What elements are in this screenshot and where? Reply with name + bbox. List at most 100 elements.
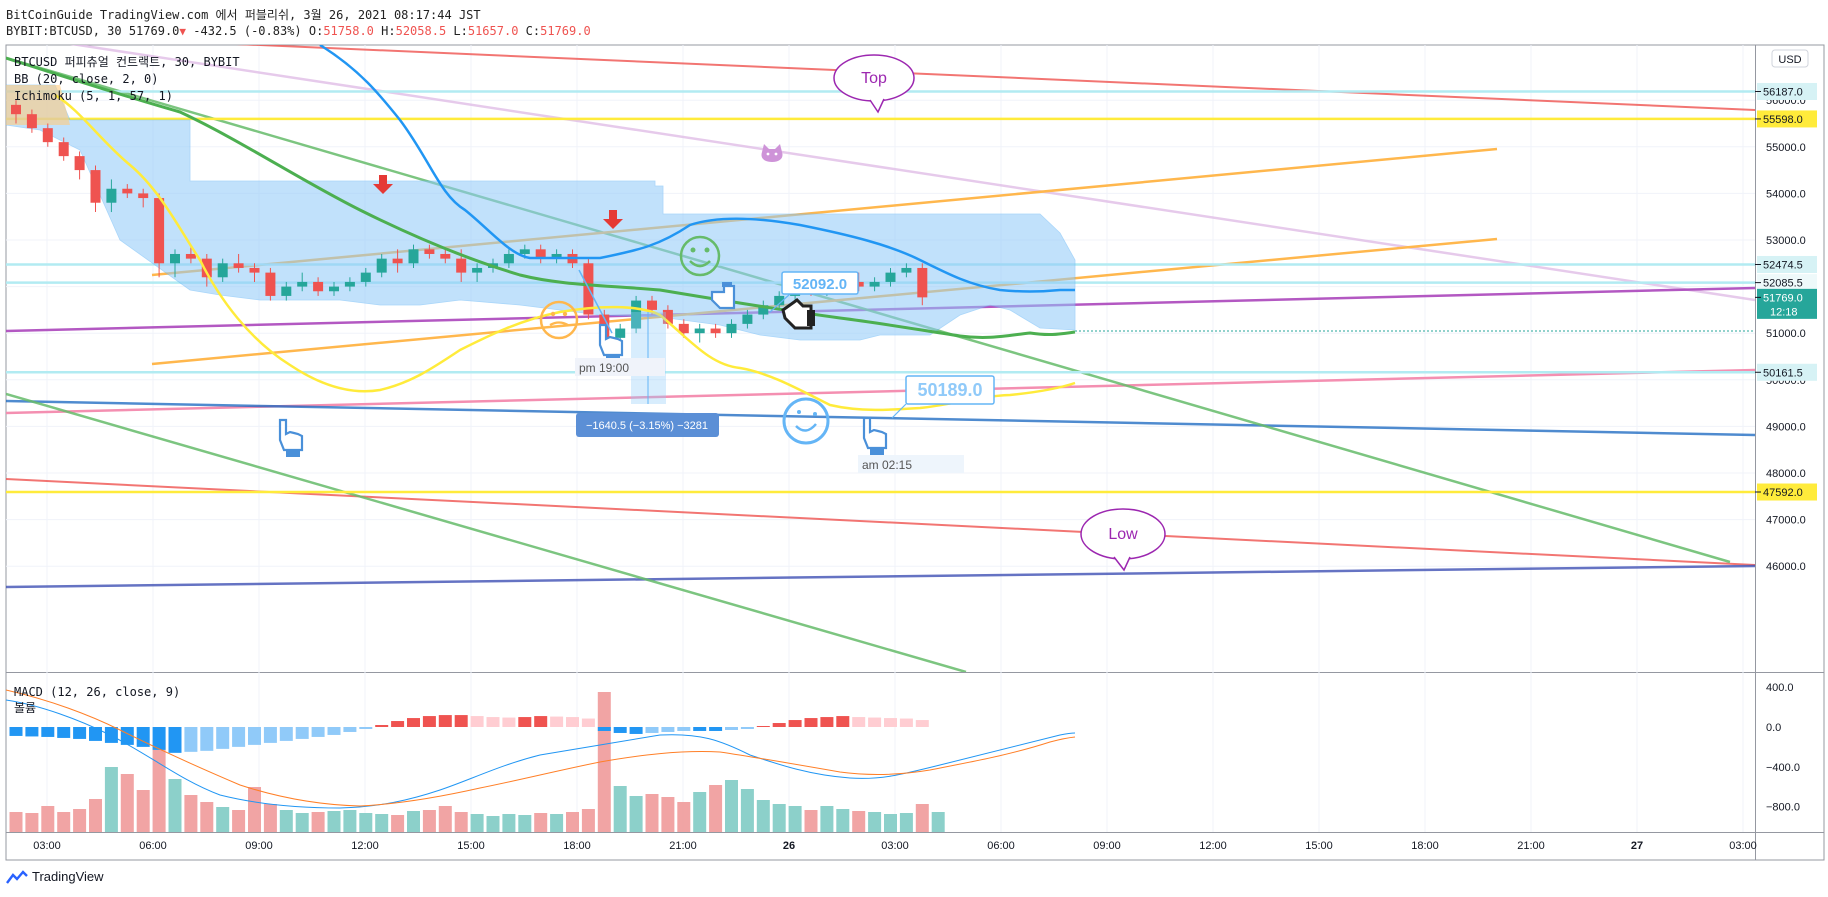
measure-label: −1640.5 (−3.15%) −3281	[586, 420, 708, 432]
candle-body	[201, 258, 212, 278]
time-tick-label: 15:00	[457, 840, 485, 852]
trendline-navy[interactable]	[6, 564, 1755, 589]
macd-histogram-bar	[343, 727, 357, 732]
price-level-tag[interactable]: 51769.0 12:18	[1755, 288, 1817, 319]
candle	[710, 323, 721, 338]
trendline-green-lower[interactable]	[6, 392, 967, 672]
ichimoku-cloud-area	[6, 84, 1076, 341]
candle	[58, 137, 69, 161]
candle-body	[694, 328, 705, 334]
volume-bar	[57, 812, 71, 832]
time-tick-label: 09:00	[245, 840, 273, 852]
price-level-tag-text: 51769.0	[1763, 292, 1803, 304]
candle	[424, 244, 435, 259]
last-price: 51769.0	[128, 24, 180, 38]
brand-text: TradingView	[32, 869, 104, 884]
price-tick-label: 54000.0	[1766, 188, 1806, 200]
price-axis[interactable]: 56000.055000.054000.053000.052000.051000…	[1755, 82, 1817, 573]
candle	[265, 267, 276, 301]
price-note-50189[interactable]: 50189.0	[891, 375, 995, 419]
volume-bar	[709, 785, 723, 832]
candle	[138, 188, 149, 208]
volume-bar	[693, 792, 707, 832]
macd-histogram-bar	[375, 725, 389, 727]
candle	[122, 184, 133, 199]
candle	[329, 281, 339, 296]
volume-bar	[486, 816, 500, 832]
candle	[281, 281, 292, 301]
macd-histogram-bar	[566, 717, 579, 727]
volume-bar	[470, 814, 484, 832]
currency-badge[interactable]	[1771, 49, 1809, 68]
volume-bar	[931, 812, 945, 832]
candle-body	[678, 323, 689, 334]
price-tick-label: 51000.0	[1766, 328, 1806, 340]
trendline-blue[interactable]	[6, 399, 1755, 437]
candle	[170, 249, 180, 278]
price-level-tag-text: 52474.5	[1763, 259, 1803, 271]
time-tick-label: 27	[1631, 840, 1643, 852]
candle-body	[281, 286, 292, 296]
price-level-tag[interactable]: 52474.5	[1755, 255, 1817, 273]
candle	[313, 277, 324, 296]
volume-bar	[677, 802, 691, 832]
ichimoku-cloud-bear	[6, 85, 70, 125]
candle	[440, 249, 451, 264]
macd-histogram-bar	[200, 727, 214, 751]
trendline-light-pink[interactable]	[6, 34, 1755, 302]
candle-body	[297, 281, 308, 287]
time-tick-label: 12:00	[1199, 840, 1227, 852]
candle	[742, 309, 753, 329]
volume-bar	[915, 804, 929, 832]
time-tick-label: 26	[783, 840, 795, 852]
volume-bar	[184, 795, 198, 832]
smiley-happy-icon	[679, 235, 721, 277]
macd-histogram-bar	[597, 727, 611, 731]
time-axis[interactable]: 03:00 06:00 09:00 12:00 15:00 18:00 21:00 26 03:…	[33, 840, 1757, 852]
price-level-tag[interactable]: 55598.0	[1755, 110, 1817, 128]
price-change: -432.5 (-0.83%)	[193, 24, 302, 38]
macd-histogram-bar	[407, 718, 420, 727]
support-trendline-red[interactable]	[6, 478, 1755, 566]
tradingview-brand[interactable]: TradingView	[6, 869, 104, 884]
price-level-tag[interactable]: 56187.0	[1755, 82, 1817, 100]
volume-bar	[740, 789, 754, 832]
macd-histogram-bar	[184, 727, 198, 752]
ichimoku-cloud	[6, 84, 1076, 341]
volume-bar	[725, 780, 738, 832]
macd-histogram-bar	[9, 727, 23, 736]
macd-histogram-bar	[295, 727, 309, 739]
volume-bar	[25, 813, 39, 832]
time-tick-label: 03:00	[1729, 840, 1757, 852]
price-level-tag-text: 55598.0	[1763, 114, 1803, 126]
ichimoku-lagging-line	[54, 93, 1076, 412]
candle	[74, 151, 85, 180]
low-callout[interactable]: Low	[1080, 508, 1166, 572]
volume-bar	[327, 811, 341, 832]
macd-tick-label: 400.0	[1766, 682, 1794, 694]
candle-body	[376, 258, 387, 273]
price-level-tag[interactable]: 50161.5	[1755, 363, 1817, 381]
price-level-tag-bg	[1757, 110, 1817, 128]
candle-body	[329, 286, 339, 292]
price-tick-label: 53000.0	[1766, 235, 1806, 247]
volume-bar	[295, 813, 309, 832]
volume-bar	[89, 799, 102, 832]
candle-body	[154, 198, 165, 264]
price-level-tag[interactable]: 47592.0	[1755, 483, 1817, 501]
macd-histogram-bar	[915, 720, 929, 727]
legend-bb: BB (20, close, 2, 0)	[14, 72, 159, 86]
macd-histogram-bar	[581, 718, 595, 727]
volume-bar	[279, 810, 293, 832]
candle	[774, 291, 785, 310]
legend-ichimoku: Ichimoku (5, 1, 57, 1)	[14, 89, 173, 103]
price-tick-label: 47000.0	[1766, 515, 1806, 527]
top-callout[interactable]: Top	[833, 54, 915, 114]
price-level-tag[interactable]: 52085.5	[1755, 274, 1817, 292]
time-tick-label: 03:00	[33, 840, 61, 852]
volume-bar	[200, 802, 214, 832]
price-note-52092[interactable]: 52092.0	[769, 271, 859, 313]
annotations: Top Low	[278, 54, 1166, 572]
candle-body	[440, 253, 451, 259]
